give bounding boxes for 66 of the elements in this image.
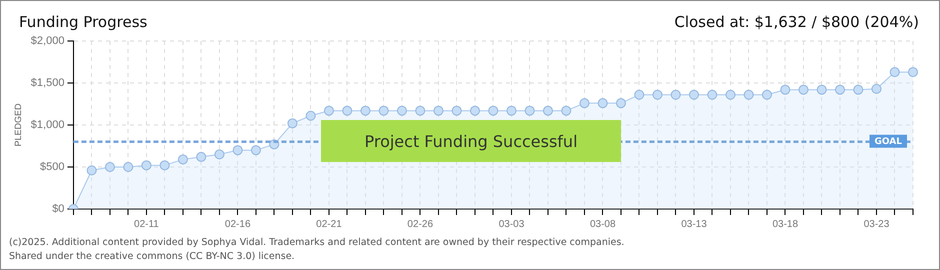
point bbox=[834, 84, 845, 95]
point bbox=[762, 90, 772, 100]
point bbox=[579, 98, 590, 108]
point bbox=[396, 106, 407, 116]
point bbox=[360, 106, 370, 116]
ref-line-label: GOAL bbox=[874, 137, 902, 148]
point bbox=[670, 90, 681, 100]
point bbox=[104, 162, 115, 172]
point bbox=[342, 106, 352, 116]
y-tick-label: $1,000 bbox=[30, 119, 64, 132]
point bbox=[598, 98, 608, 108]
point bbox=[214, 149, 224, 160]
point bbox=[871, 84, 882, 94]
chart-title: Funding Progress bbox=[19, 13, 148, 31]
point bbox=[542, 106, 553, 116]
point bbox=[250, 145, 261, 156]
point bbox=[816, 84, 827, 95]
point bbox=[707, 90, 718, 100]
point bbox=[433, 106, 444, 116]
x-tick-label: 02-16 bbox=[224, 218, 251, 230]
point bbox=[86, 165, 97, 176]
y-axis-title: PLEDGED bbox=[12, 102, 23, 147]
chart-subtitle: Closed at: $1,632 / $800 (204%) bbox=[674, 13, 919, 31]
point bbox=[744, 90, 754, 100]
point bbox=[324, 106, 334, 116]
point bbox=[524, 106, 535, 116]
point bbox=[160, 160, 170, 170]
point bbox=[232, 145, 243, 156]
point bbox=[688, 90, 699, 100]
point bbox=[378, 106, 389, 116]
x-tick-label: 02-11 bbox=[134, 218, 160, 230]
x-tick-label: 02-26 bbox=[407, 218, 434, 230]
point bbox=[634, 90, 644, 100]
y-tick-label: $0 bbox=[52, 203, 64, 216]
x-tick-label: 03-13 bbox=[681, 218, 708, 230]
y-tick-label: $500 bbox=[40, 161, 64, 174]
point bbox=[470, 106, 480, 116]
point bbox=[561, 106, 572, 116]
point bbox=[141, 160, 152, 170]
x-tick-label: 03-08 bbox=[590, 218, 616, 230]
point bbox=[196, 152, 206, 162]
x-tick-label: 03-18 bbox=[772, 218, 798, 230]
x-tick-label: 02-21 bbox=[316, 218, 342, 230]
point bbox=[890, 67, 900, 78]
point bbox=[616, 98, 626, 108]
point bbox=[415, 106, 426, 116]
point bbox=[506, 106, 516, 116]
point bbox=[178, 154, 188, 164]
point bbox=[488, 106, 498, 116]
point bbox=[306, 110, 316, 121]
y-tick-label: $1,500 bbox=[30, 77, 64, 90]
x-tick-label: 03-03 bbox=[498, 218, 525, 230]
x-tick-label: 03-23 bbox=[864, 218, 890, 230]
text: Shared under the creative commons (CC BY-NC 3.0) license. bbox=[9, 251, 295, 262]
point bbox=[853, 84, 864, 95]
success-banner: Project Funding Successful bbox=[321, 120, 621, 162]
point bbox=[652, 90, 662, 100]
point bbox=[452, 106, 462, 116]
point bbox=[780, 84, 790, 95]
point bbox=[798, 84, 808, 95]
point bbox=[725, 90, 736, 100]
text: (c)2025. Additional content provided by Sophya Vidal. Trademarks and related content are owned by their respective companies. bbox=[9, 237, 624, 248]
point bbox=[908, 67, 918, 78]
point bbox=[287, 118, 298, 128]
y-tick-label: $2,000 bbox=[30, 35, 64, 48]
point bbox=[123, 162, 134, 172]
